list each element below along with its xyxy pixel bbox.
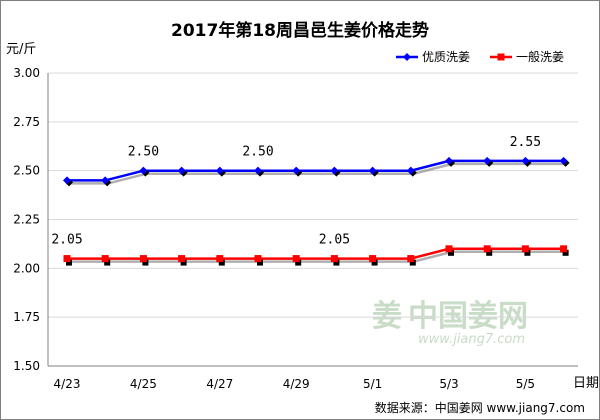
marker-shadow — [104, 259, 111, 266]
data-point-marker — [369, 255, 377, 263]
data-label: 2.05 — [319, 233, 350, 248]
y-tick-label: 1.75 — [13, 310, 40, 324]
watermark-name: 中国姜网 — [408, 299, 528, 334]
data-point-marker — [254, 255, 262, 263]
marker-shadow — [333, 259, 340, 266]
marker-shadow — [142, 259, 149, 266]
marker-shadow — [409, 259, 416, 266]
series-line-1 — [67, 159, 564, 182]
data-point-marker — [330, 166, 339, 175]
data-point-marker — [483, 156, 492, 165]
data-point-marker — [292, 166, 301, 175]
y-tick-label: 2.75 — [13, 115, 40, 129]
data-label: 2.50 — [242, 145, 273, 160]
y-tick-label: 2.50 — [13, 164, 40, 178]
marker-shadow — [524, 249, 531, 256]
data-point-marker — [483, 245, 491, 253]
legend-marker — [403, 53, 411, 61]
marker-shadow — [66, 259, 72, 266]
series-line-shadow — [70, 162, 567, 185]
data-point-marker — [521, 156, 530, 165]
data-point-marker — [445, 156, 453, 165]
data-point-marker — [139, 166, 148, 175]
data-point-marker — [63, 255, 71, 263]
data-point-marker — [216, 255, 224, 263]
data-label: 2.50 — [128, 145, 159, 160]
chart-title: 2017年第18周昌邑生姜价格走势 — [171, 20, 429, 41]
data-point-marker — [139, 255, 147, 263]
x-tick-label: 5/3 — [439, 377, 458, 391]
data-point-marker — [521, 245, 529, 253]
data-point-marker — [406, 166, 415, 175]
data-point-marker — [368, 166, 377, 175]
data-point-marker — [101, 176, 110, 185]
y-tick-label: 1.50 — [13, 359, 40, 373]
y-tick-label: 2.25 — [13, 213, 40, 227]
data-point-marker — [178, 255, 186, 263]
data-point-marker — [63, 176, 71, 185]
data-point-marker — [177, 166, 186, 175]
x-tick-label: 4/23 — [54, 377, 81, 391]
watermark-logo-icon: 姜 — [372, 299, 402, 334]
series-line-2 — [67, 247, 564, 260]
marker-shadow — [448, 249, 454, 256]
marker-shadow — [371, 259, 378, 266]
data-point-marker — [292, 255, 300, 263]
data-point-marker — [407, 255, 415, 263]
data-point-marker — [560, 245, 568, 253]
data-label: 2.05 — [51, 233, 82, 248]
marker-shadow — [180, 259, 187, 266]
data-point-marker — [330, 255, 338, 263]
watermark: 姜 中国姜网 www.jiang7.com — [372, 299, 528, 347]
marker-shadow — [486, 249, 493, 256]
marker-shadow — [218, 259, 225, 266]
x-tick-label: 4/29 — [283, 377, 310, 391]
marker-shadow — [295, 259, 302, 266]
data-point-marker — [559, 156, 568, 165]
y-axis-unit: 元/斤 — [6, 42, 36, 57]
x-axis-label: 日期 — [573, 376, 599, 391]
legend-label: 一般洗姜 — [516, 49, 564, 64]
data-point-marker — [215, 166, 224, 175]
x-tick-label: 4/27 — [206, 377, 233, 391]
x-tick-label: 4/25 — [130, 377, 157, 391]
data-point-marker — [445, 245, 453, 253]
y-tick-label: 3.00 — [13, 66, 40, 80]
data-source: 数据来源：中国姜网 www.jiang7.com — [375, 400, 585, 415]
x-tick-label: 5/1 — [363, 377, 382, 391]
legend-label: 优质洗姜 — [422, 50, 470, 64]
plot-area: 3.00 2.75 2.50 2.25 2.00 1.75 1.50 4/23 4/25 4/27… — [13, 49, 578, 391]
data-label: 2.55 — [510, 135, 541, 150]
marker-shadow — [562, 249, 569, 256]
x-tick-label: 5/5 — [516, 377, 535, 391]
data-point-marker — [101, 255, 109, 263]
y-tick-label: 2.00 — [13, 261, 40, 275]
watermark-url: www.jiang7.com — [418, 332, 525, 347]
legend-marker — [497, 53, 505, 61]
marker-shadow — [257, 259, 263, 266]
data-point-marker — [254, 166, 262, 175]
